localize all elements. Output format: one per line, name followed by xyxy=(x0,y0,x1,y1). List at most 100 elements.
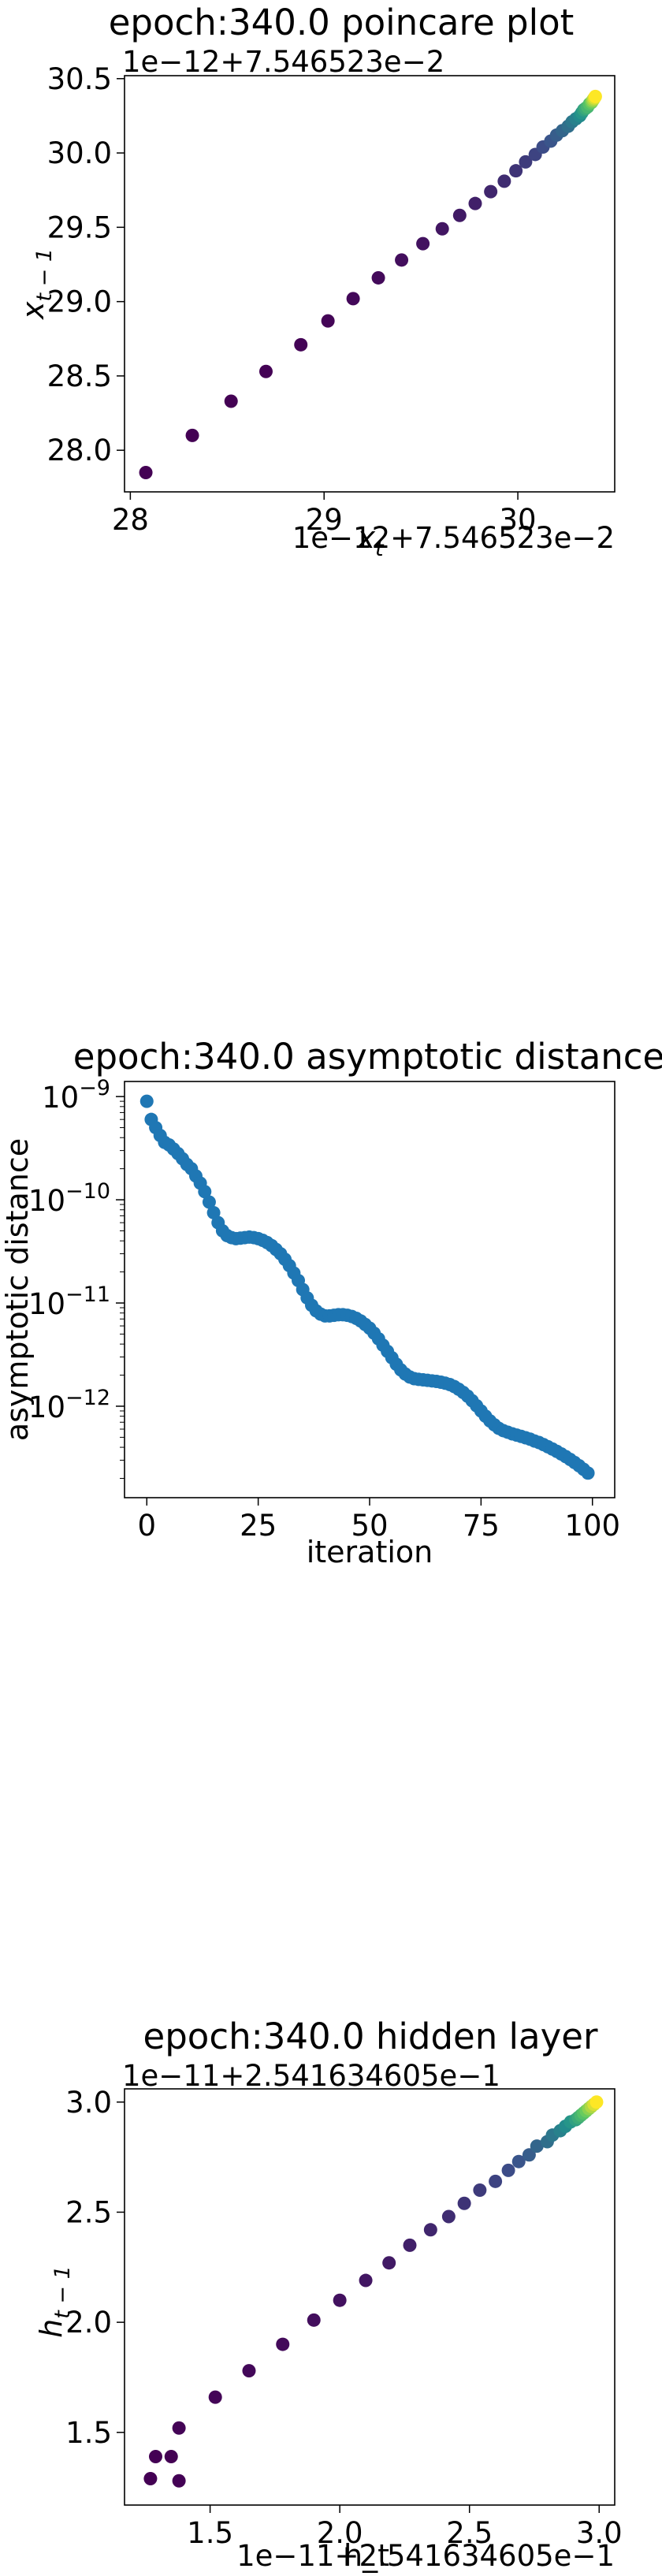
hidden-layer-y-axis-label-base: h xyxy=(34,2319,69,2338)
asymptotic-plot-frame xyxy=(124,1081,616,1498)
poincare-point xyxy=(371,270,385,285)
poincare-point xyxy=(497,174,511,188)
hidden-layer-point xyxy=(403,2238,417,2252)
poincare-x-axis-label: xt xyxy=(356,520,385,561)
poincare-y-tick-label: 29.5 xyxy=(47,210,112,244)
poincare-chart: epoch:340.0 poincare plot 1e−12+7.546523… xyxy=(16,2,616,561)
poincare-point xyxy=(346,292,360,306)
hidden-layer-y-axis-label: ht − 1 xyxy=(34,2265,75,2338)
hidden-layer-x-tick-label: 1.5 xyxy=(187,2516,233,2550)
asymptotic-x-tick-label: 25 xyxy=(240,1509,277,1543)
asymptotic-y-tick-label: 10−11 xyxy=(28,1282,110,1321)
poincare-y-tick-label: 29.0 xyxy=(47,285,112,319)
hidden-layer-point xyxy=(172,2474,186,2488)
poincare-point xyxy=(395,253,409,267)
poincare-point xyxy=(484,184,498,199)
hidden-layer-y-offset-text: 1e−11+2.541634605e−1 xyxy=(122,2059,500,2093)
hidden-layer-point xyxy=(307,2313,321,2327)
poincare-point xyxy=(185,428,199,442)
hidden-layer-point xyxy=(457,2196,471,2210)
asymptotic-x-tick-label: 50 xyxy=(351,1509,388,1543)
hidden-layer-point xyxy=(489,2174,503,2188)
hidden-layer-x-offset-text: 1e−11+2.541634605e−1 xyxy=(236,2539,615,2573)
hidden-layer-point xyxy=(522,2148,536,2162)
poincare-point xyxy=(509,164,523,178)
hidden-layer-y-tick-label: 2.5 xyxy=(65,2195,112,2229)
poincare-y-axis-label-sub: t − 1 xyxy=(32,248,57,302)
poincare-x-axis-label-sub: t xyxy=(375,537,385,561)
poincare-y-axis-label-base: x xyxy=(16,301,50,320)
poincare-y-tick-label: 30.0 xyxy=(47,136,112,170)
hidden-layer-y-axis-label-sub: t − 1 xyxy=(50,2265,75,2319)
asymptotic-point xyxy=(198,1185,212,1199)
poincare-y-tick-label: 30.5 xyxy=(47,62,112,96)
hidden-layer-y-tick-label: 2.0 xyxy=(65,2306,112,2340)
poincare-point xyxy=(416,236,430,251)
poincare-point xyxy=(468,196,482,210)
hidden-layer-points xyxy=(143,2095,604,2488)
hidden-layer-x-tick-label: 2.5 xyxy=(446,2516,493,2550)
poincare-point xyxy=(294,337,308,352)
poincare-point xyxy=(435,221,449,236)
asymptotic-point xyxy=(139,1094,154,1108)
asymptotic-title: epoch:340.0 asymptotic distance xyxy=(73,1036,662,1078)
hidden-layer-point xyxy=(172,2421,186,2435)
asymptotic-x-axis-label: iteration xyxy=(307,1535,433,1569)
hidden-layer-point xyxy=(148,2450,162,2464)
poincare-point xyxy=(224,394,238,408)
hidden-layer-point xyxy=(333,2293,347,2307)
hidden-layer-x-axis-label: h_t xyxy=(344,2538,389,2573)
asymptotic-ticks: 0 25 50 75 100 10−12 10−11 10−10 10−9 xyxy=(28,1076,620,1543)
asymptotic-point xyxy=(206,1205,221,1219)
poincare-y-tick-label: 28.5 xyxy=(47,359,112,393)
hidden-layer-point xyxy=(501,2163,515,2177)
hidden-layer-ticks: 1.5 2.0 2.5 3.0 1.5 2.0 2.5 3.0 xyxy=(65,2086,623,2550)
poincare-point xyxy=(321,314,335,328)
poincare-plot-frame xyxy=(124,75,616,493)
poincare-y-tick-label: 28.0 xyxy=(47,434,112,467)
asymptotic-points xyxy=(139,1094,595,1480)
hidden-layer-y-tick-label: 1.5 xyxy=(65,2416,112,2450)
hidden-layer-plot-frame xyxy=(124,2088,616,2506)
poincare-point xyxy=(258,364,273,378)
hidden-layer-chart: epoch:340.0 hidden layer 1e−11+2.5416346… xyxy=(34,2016,623,2573)
hidden-layer-point xyxy=(382,2256,396,2270)
poincare-x-tick-label: 30 xyxy=(500,503,537,537)
asymptotic-y-tick-label: 10−12 xyxy=(28,1386,110,1424)
asymptotic-y-tick-label: 10−10 xyxy=(28,1179,110,1218)
hidden-layer-point xyxy=(164,2450,178,2464)
poincare-ticks: 28 29 30 28.0 28.5 29.0 29.5 30.0 30.5 xyxy=(47,62,537,537)
hidden-layer-point xyxy=(208,2390,222,2404)
hidden-layer-point xyxy=(143,2471,158,2485)
poincare-x-tick-label: 28 xyxy=(112,503,149,537)
poincare-title: epoch:340.0 poincare plot xyxy=(109,2,575,43)
asymptotic-point xyxy=(202,1195,216,1209)
asymptotic-x-tick-label: 100 xyxy=(564,1509,620,1543)
asymptotic-x-tick-label: 0 xyxy=(137,1509,156,1543)
hidden-layer-point xyxy=(530,2139,544,2153)
poincare-point xyxy=(519,154,533,169)
hidden-layer-title: epoch:340.0 hidden layer xyxy=(143,2016,598,2057)
poincare-point xyxy=(588,89,602,103)
asymptotic-chart: epoch:340.0 asymptotic distance 0 25 50 75 1… xyxy=(0,1036,662,1569)
poincare-x-axis-label-base: x xyxy=(356,520,375,555)
hidden-layer-y-tick-label: 3.0 xyxy=(65,2086,112,2120)
hidden-layer-point xyxy=(242,2364,256,2378)
poincare-point xyxy=(452,208,467,222)
hidden-layer-x-tick-label: 2.0 xyxy=(317,2516,363,2550)
asymptotic-x-tick-label: 75 xyxy=(463,1509,500,1543)
poincare-y-offset-text: 1e−12+7.546523e−2 xyxy=(122,45,444,79)
poincare-x-offset-text: 1e−12+7.546523e−2 xyxy=(292,521,615,555)
hidden-layer-point xyxy=(511,2154,526,2168)
poincare-point xyxy=(139,465,153,479)
asymptotic-y-axis-label: asymptotic distance xyxy=(0,1138,35,1441)
hidden-layer-point xyxy=(441,2209,456,2224)
poincare-x-tick-label: 29 xyxy=(306,503,343,537)
hidden-layer-point xyxy=(423,2223,437,2237)
poincare-y-axis-label: xt − 1 xyxy=(16,248,57,320)
asymptotic-point xyxy=(581,1466,595,1480)
hidden-layer-point xyxy=(359,2273,373,2288)
poincare-points xyxy=(139,89,602,479)
hidden-layer-point xyxy=(276,2337,290,2351)
